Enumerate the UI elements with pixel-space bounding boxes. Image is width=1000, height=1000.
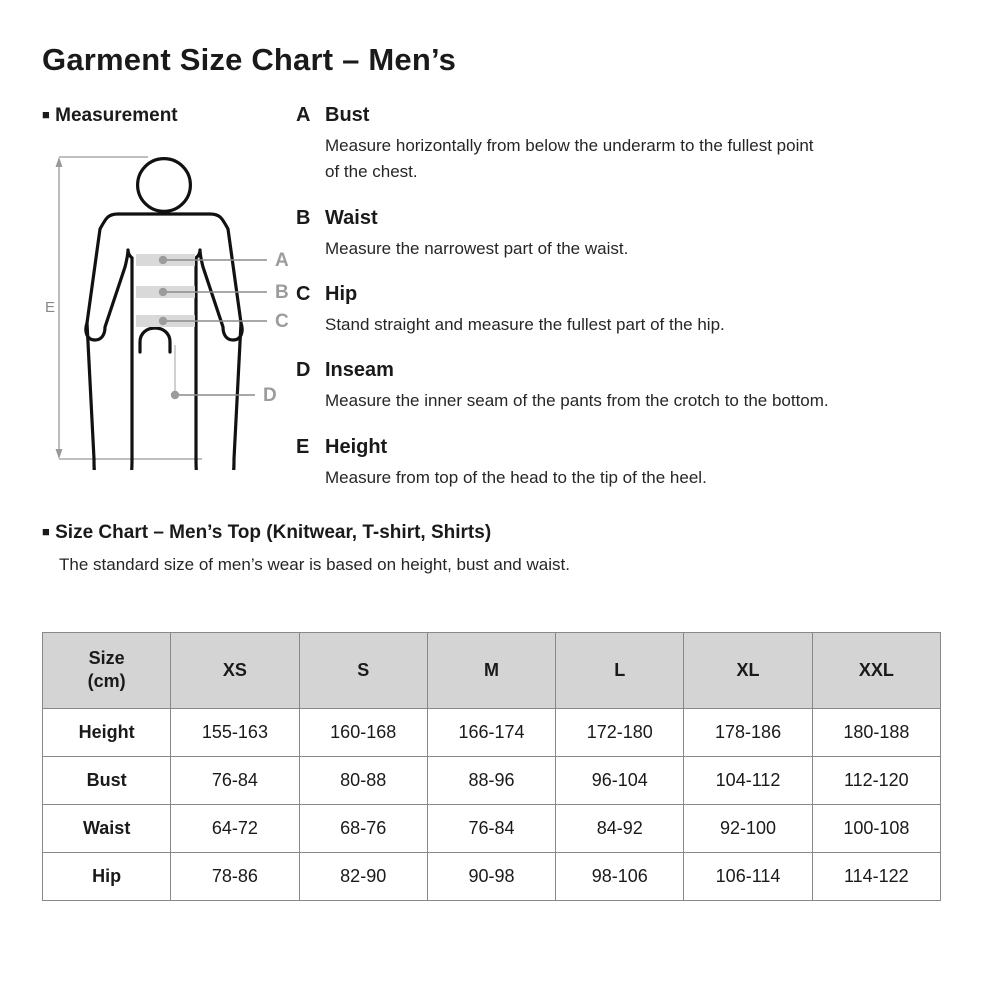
svg-text:E: E [45,299,55,316]
svg-text:C: C [275,311,289,332]
svg-text:D: D [263,385,277,406]
svg-text:B: B [275,282,289,303]
svg-text:A: A [275,250,289,271]
